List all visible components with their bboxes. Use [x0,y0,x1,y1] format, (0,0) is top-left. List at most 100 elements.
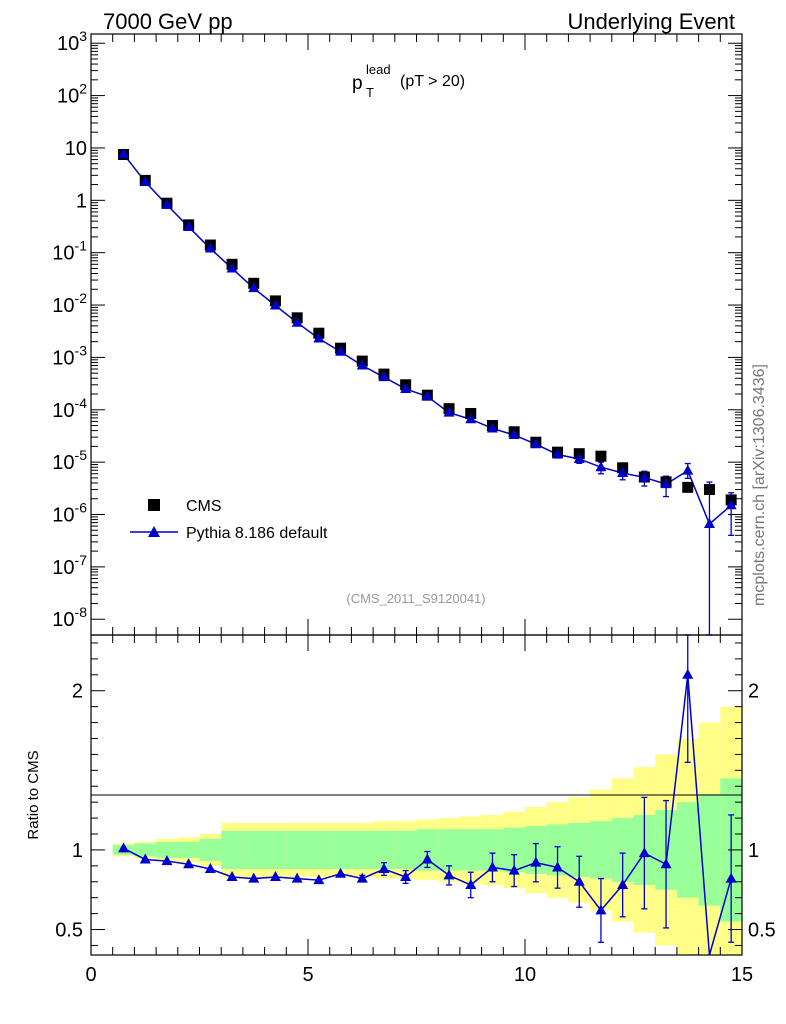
ratio-band-inner [177,841,200,858]
main-panel: 10310210110-110-210-310-410-510-610-710-… [52,28,743,636]
ratio-point [139,853,151,864]
ratio-point [378,863,390,874]
main-frame [90,33,743,636]
main-ytick-label: 10-1 [52,238,87,265]
ratio-point [508,864,520,875]
ratio-band-inner [351,830,374,870]
ratio-point [617,878,629,889]
ratio-point [118,842,130,853]
ratio-xtick-label: 10 [514,964,536,986]
ratio-point [291,872,303,883]
header-left: 7000 GeV pp [103,9,233,34]
mc-point [183,220,195,231]
mc-point [291,316,303,327]
ratio-band-inner [611,818,634,882]
ratio-point [486,861,498,872]
ratio-point [638,847,650,858]
ratio-ytick-label: 0.5 [55,920,83,942]
annotation-sub: T [366,85,374,100]
ratio-band-inner [503,827,525,873]
ratio-band-inner [156,841,178,858]
legend-mc-marker [148,526,160,537]
ratio-band-inner [308,830,330,870]
mc-point [421,390,433,401]
ratio-point [725,872,737,883]
ratio-point [443,869,455,880]
ratio-band-inner [438,829,460,871]
mc-point [725,499,737,510]
main-ytick-label: 1 [76,190,87,212]
mc-point [465,413,477,424]
ratio-point [682,668,694,679]
legend-data-marker [148,499,160,511]
mc-point [443,406,455,417]
ratio-ytick-label-right: 1 [748,840,759,862]
main-ytick-label: 103 [57,28,87,55]
ratio-point [183,858,195,869]
mc-point [161,198,173,209]
ratio-point [660,858,672,869]
ratio-point [595,904,607,915]
mc-point [269,299,281,310]
main-ytick-label: 10-3 [52,342,87,369]
ratio-ylabel: Ratio to CMS [25,750,42,839]
ratio-point [248,872,260,883]
legend-data-label: CMS [186,498,222,515]
annotation-sup: lead [366,62,391,77]
ratio-band-inner [199,838,222,862]
ratio-band-inner [676,802,699,898]
mc-point [573,452,585,463]
analysis-watermark: (CMS_2011_S9120041) [346,591,485,606]
ratio-band-inner [134,843,157,857]
mc-point [617,467,629,478]
ratio-point [161,855,173,866]
ratio-xtick-label: 15 [731,964,753,986]
ratio-point [552,861,564,872]
ratio-band-inner [286,830,308,870]
main-ytick-label: 10-8 [52,604,87,631]
ratio-ytick-label: 2 [72,681,83,703]
ratio-band-inner [568,822,591,877]
mc-point [682,464,694,475]
mc-point [139,175,151,186]
main-ytick-label: 10 [65,138,87,160]
main-ytick-label: 10-4 [52,395,87,422]
ratio-band-inner [590,821,612,879]
ratio-point [313,874,325,885]
ratio-xtick-label: 5 [302,964,313,986]
ratio-point [530,856,542,867]
ratio-point [226,870,238,881]
ratio-point [465,878,477,889]
mc-point [595,461,607,472]
mc-point [335,345,347,356]
main-ytick-label: 102 [57,81,87,108]
ratio-point [421,853,433,864]
legend: CMS Pythia 8.186 default [130,498,328,542]
mc-point [703,517,715,528]
ratio-band-inner [264,830,287,870]
ratio-band-inner [394,830,417,870]
mc-point [660,478,672,489]
main-ytick-label: 10-6 [52,500,87,527]
cms-data-point [682,481,694,493]
plot-annotation: p lead T (pT > 20) [352,62,465,100]
mc-point [530,438,542,449]
ratio-band-inner [373,830,395,870]
mc-point [400,382,412,393]
mc-point [204,242,216,253]
ratio-xtick-label: 0 [85,964,96,986]
mc-point [638,471,650,482]
cms-data-point [703,484,715,496]
ratio-point [269,870,281,881]
main-ytick-label: 10-2 [52,290,87,317]
mc-series-line [122,153,732,526]
cms-data-point [595,450,607,462]
ratio-band-inner [242,830,265,870]
ratio-band-inner [329,830,352,870]
ratio-band-inner [481,829,504,871]
ratio-ytick-label-right: 2 [748,681,759,703]
side-label: mcplots.cern.ch [arXiv:1306.3436] [751,364,768,606]
mc-point [356,359,368,370]
header-right: Underlying Event [567,9,735,34]
